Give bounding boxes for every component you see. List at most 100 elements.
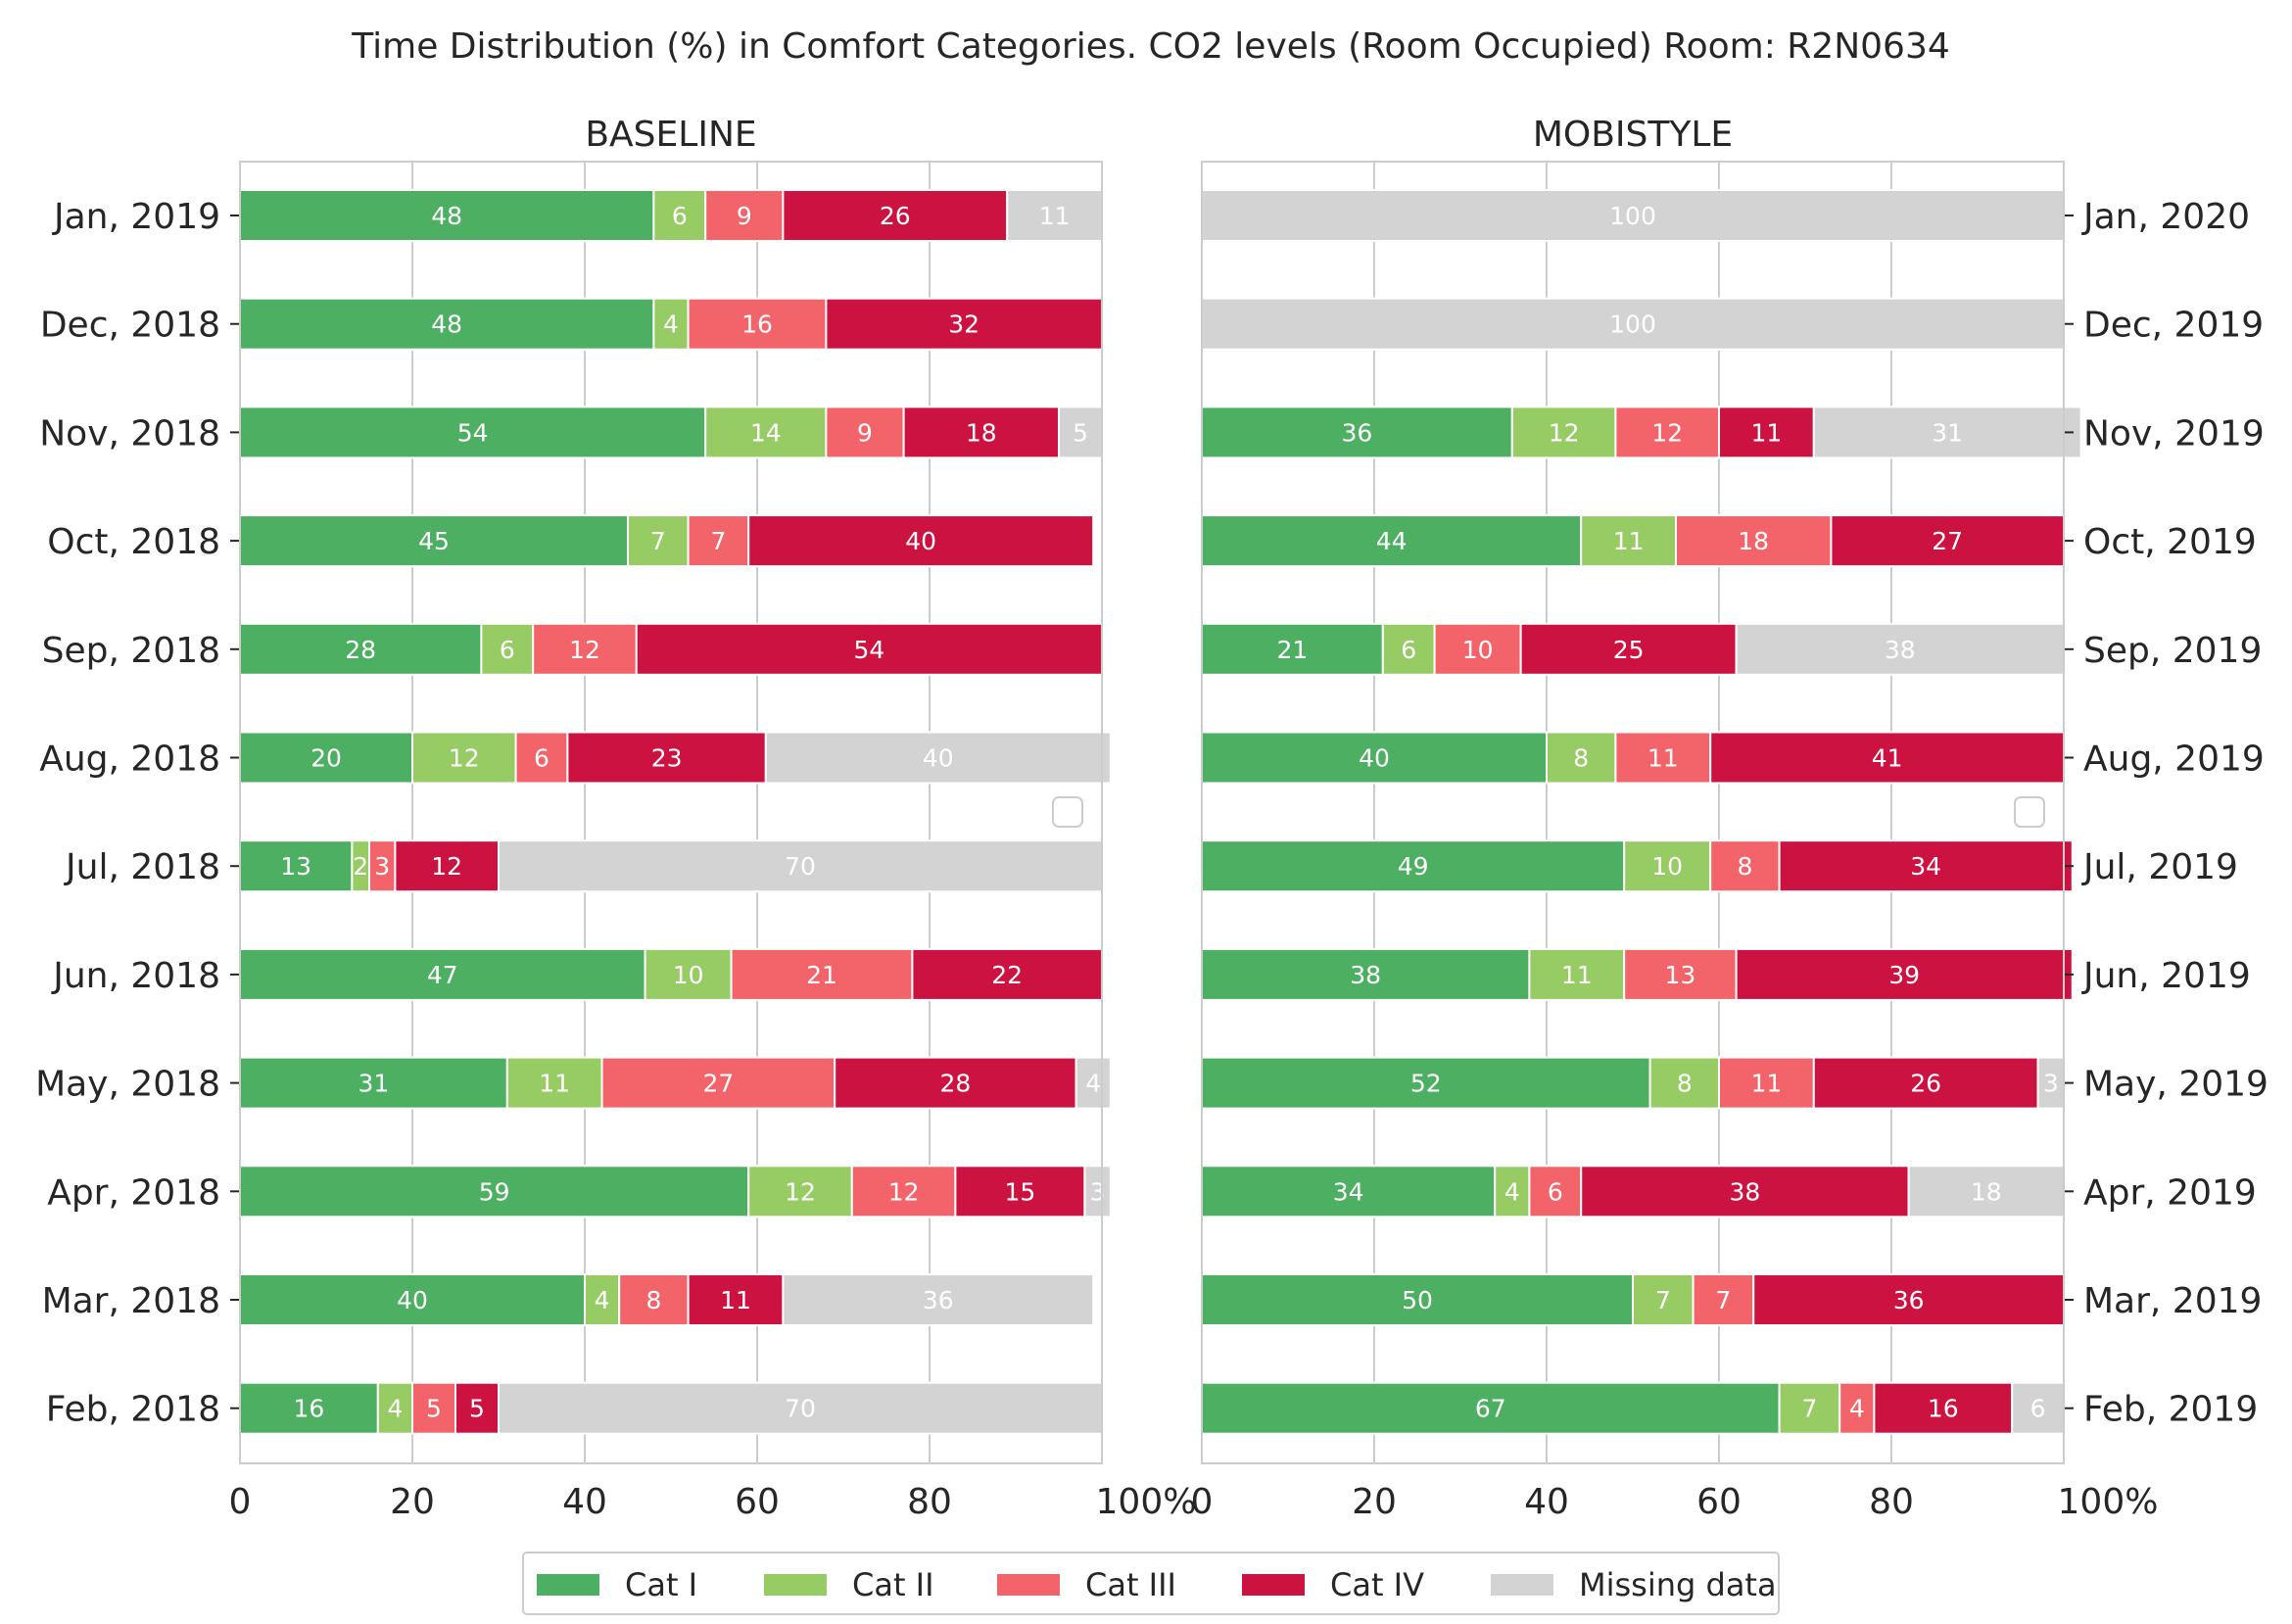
- x-tick-label-baseline-1: 20: [390, 1482, 435, 1522]
- bar-label-mobistyle-11-4: 6: [2030, 1395, 2046, 1423]
- bar-label-baseline-6-1: 2: [353, 852, 368, 881]
- bar-label-mobistyle-2-3: 11: [1750, 418, 1782, 447]
- row-label-mobistyle-6: Jul, 2019: [2081, 847, 2238, 887]
- bar-mobistyle-8-3: [1812, 1056, 2039, 1110]
- bar-mobistyle-4-0: [1201, 622, 1384, 676]
- bar-mobistyle-4-3: [1519, 622, 1738, 676]
- bar-label-baseline-7-1: 10: [673, 961, 704, 989]
- bar-label-mobistyle-10-3: 36: [1893, 1286, 1925, 1314]
- row-label-baseline-10: Mar, 2018: [42, 1281, 220, 1321]
- bar-mobistyle-9-4: [1907, 1165, 2065, 1218]
- bar-label-mobistyle-10-2: 7: [1715, 1286, 1731, 1314]
- bar-mobistyle-4-4: [1735, 622, 2065, 676]
- bar-label-baseline-3-1: 7: [650, 527, 666, 555]
- bar-mobistyle-6-3: [1778, 839, 2074, 893]
- empty-legend-box-mobistyle: [2014, 796, 2045, 828]
- bar-label-baseline-7-3: 22: [991, 961, 1023, 989]
- bar-mobistyle-2-3: [1718, 406, 1815, 459]
- bar-baseline-0-4: [1006, 189, 1103, 242]
- bar-baseline-10-0: [239, 1273, 586, 1326]
- bar-label-baseline-11-2: 5: [426, 1395, 442, 1423]
- bar-label-mobistyle-7-1: 11: [1561, 961, 1593, 989]
- bar-baseline-4-1: [480, 622, 535, 676]
- bar-label-baseline-7-2: 21: [806, 961, 837, 989]
- bar-mobistyle-5-2: [1614, 731, 1712, 785]
- legend-label-0: Cat I: [625, 1566, 697, 1603]
- bar-baseline-7-2: [730, 947, 914, 1001]
- bar-baseline-2-2: [825, 406, 905, 459]
- bar-mobistyle-8-4: [2036, 1056, 2066, 1110]
- row-label-baseline-2: Nov, 2018: [39, 413, 220, 454]
- plot-frame-mobistyle: [1201, 161, 2065, 1464]
- bar-baseline-2-1: [704, 406, 828, 459]
- bar-baseline-11-4: [498, 1381, 1103, 1435]
- bar-baseline-8-0: [239, 1056, 508, 1110]
- bar-baseline-9-3: [954, 1165, 1086, 1218]
- bar-label-mobistyle-9-3: 38: [1729, 1177, 1760, 1206]
- panel-title-baseline: BASELINE: [585, 115, 756, 155]
- bar-label-baseline-7-0: 47: [427, 961, 458, 989]
- bar-label-baseline-5-3: 23: [651, 744, 683, 773]
- bar-label-baseline-9-0: 59: [479, 1177, 510, 1206]
- bar-label-baseline-8-3: 28: [939, 1070, 971, 1098]
- bar-baseline-1-0: [239, 297, 655, 351]
- bar-mobistyle-2-2: [1614, 406, 1721, 459]
- legend-swatch-2: [997, 1574, 1060, 1596]
- bar-baseline-11-1: [376, 1381, 413, 1435]
- bar-label-baseline-8-1: 11: [539, 1070, 570, 1098]
- bar-label-baseline-2-1: 14: [750, 418, 782, 447]
- bar-baseline-3-0: [239, 514, 629, 568]
- bar-mobistyle-10-3: [1752, 1273, 2065, 1326]
- chart-title: Time Distribution (%) in Comfort Categor…: [351, 26, 1950, 67]
- bar-label-baseline-9-1: 12: [785, 1177, 816, 1206]
- bar-label-baseline-4-0: 28: [345, 636, 376, 664]
- x-tick-label-mobistyle-3: 60: [1696, 1482, 1742, 1522]
- bar-label-mobistyle-4-3: 25: [1613, 636, 1645, 664]
- bar-baseline-5-4: [764, 731, 1112, 785]
- bar-label-mobistyle-1-4: 100: [1609, 310, 1656, 339]
- x-tick-label-baseline-3: 60: [735, 1482, 780, 1522]
- bar-label-mobistyle-5-2: 11: [1647, 744, 1679, 773]
- bar-label-mobistyle-3-3: 27: [1932, 527, 1963, 555]
- bar-baseline-1-3: [825, 297, 1104, 351]
- bar-label-mobistyle-8-3: 26: [1910, 1070, 1941, 1098]
- bar-baseline-11-2: [411, 1381, 456, 1435]
- bar-mobistyle-11-1: [1778, 1381, 1841, 1435]
- bar-label-baseline-10-3: 11: [720, 1286, 751, 1314]
- bar-baseline-7-3: [911, 947, 1104, 1001]
- bar-baseline-5-3: [566, 731, 767, 785]
- bar-label-baseline-8-4: 4: [1085, 1070, 1101, 1098]
- bar-label-baseline-0-2: 9: [737, 202, 752, 230]
- row-label-mobistyle-5: Aug, 2019: [2083, 740, 2265, 780]
- bar-label-mobistyle-5-0: 40: [1359, 744, 1390, 773]
- bar-mobistyle-8-2: [1718, 1056, 1815, 1110]
- bar-label-baseline-10-1: 4: [595, 1286, 610, 1314]
- legend-label-4: Missing data: [1579, 1566, 1777, 1603]
- bar-label-mobistyle-11-0: 67: [1475, 1395, 1506, 1423]
- bar-baseline-11-0: [239, 1381, 379, 1435]
- x-tick-label-mobistyle-2: 40: [1524, 1482, 1569, 1522]
- bar-mobistyle-3-3: [1830, 514, 2066, 568]
- bar-label-baseline-3-0: 45: [418, 527, 450, 555]
- legend-swatch-1: [764, 1574, 827, 1596]
- bar-baseline-0-3: [782, 189, 1009, 242]
- bar-label-mobistyle-6-1: 10: [1651, 852, 1683, 881]
- x-tick-label-baseline-4: 80: [907, 1482, 952, 1522]
- row-label-baseline-4: Sep, 2018: [42, 631, 220, 671]
- bar-label-mobistyle-8-2: 11: [1750, 1070, 1782, 1098]
- bar-baseline-0-0: [239, 189, 655, 242]
- bar-label-mobistyle-3-0: 44: [1376, 527, 1408, 555]
- bar-mobistyle-7-1: [1528, 947, 1626, 1001]
- bar-baseline-10-3: [687, 1273, 785, 1326]
- bar-label-baseline-6-4: 70: [785, 852, 816, 881]
- bar-mobistyle-7-2: [1623, 947, 1738, 1001]
- bar-label-mobistyle-8-1: 8: [1677, 1070, 1693, 1098]
- bar-mobistyle-2-4: [1812, 406, 2082, 459]
- bar-label-baseline-5-1: 12: [449, 744, 480, 773]
- legend-swatch-0: [537, 1574, 599, 1596]
- bar-label-baseline-0-3: 26: [880, 202, 911, 230]
- bar-baseline-9-1: [747, 1165, 853, 1218]
- bar-label-baseline-6-2: 3: [374, 852, 390, 881]
- bar-label-mobistyle-3-1: 11: [1613, 527, 1645, 555]
- bar-baseline-4-2: [532, 622, 638, 676]
